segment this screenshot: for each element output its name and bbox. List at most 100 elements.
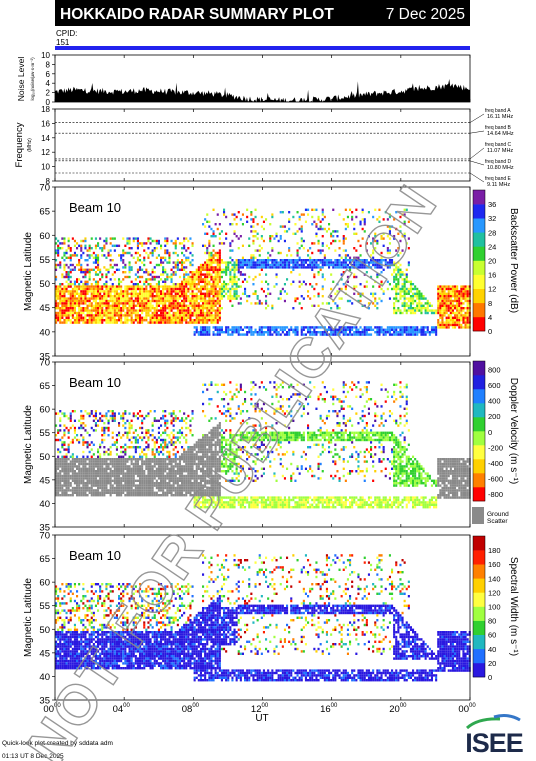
heatmap-cell <box>124 460 127 463</box>
heatmap-cell <box>197 302 200 305</box>
heatmap-cell <box>128 302 131 305</box>
heatmap-cell <box>307 266 310 269</box>
heatmap-cell <box>283 299 286 303</box>
heatmap-cell <box>143 472 146 475</box>
heatmap-cell <box>206 261 209 264</box>
heatmap-cell <box>141 472 144 475</box>
heatmap-cell <box>246 220 249 223</box>
heatmap-cell <box>94 316 97 319</box>
heatmap-cell <box>170 273 173 276</box>
heatmap-cell <box>160 460 163 463</box>
heatmap-cell <box>281 261 284 264</box>
heatmap-cell <box>147 314 150 317</box>
heatmap-cell <box>458 314 461 317</box>
heatmap-cell <box>65 321 68 324</box>
heatmap-cell <box>155 283 158 286</box>
heatmap-cell <box>370 333 373 336</box>
heatmap-cell <box>153 239 156 243</box>
heatmap-cell <box>88 249 91 252</box>
heatmap-cell <box>296 297 299 300</box>
heatmap-cell <box>176 417 179 420</box>
heatmap-cell <box>113 491 116 494</box>
heatmap-cell <box>71 455 74 458</box>
heatmap-cell <box>214 273 217 276</box>
heatmap-cell <box>181 419 184 422</box>
heatmap-cell <box>105 283 108 286</box>
heatmap-cell <box>90 448 93 451</box>
heatmap-cell <box>405 302 408 305</box>
heatmap-cell <box>374 261 377 264</box>
heatmap-cell <box>153 458 156 461</box>
heatmap-cell <box>170 316 173 319</box>
heatmap-cell <box>141 422 144 425</box>
heatmap-cell <box>160 278 163 281</box>
heatmap-cell <box>206 311 209 315</box>
heatmap-cell <box>132 474 135 478</box>
heatmap-cell <box>227 297 230 300</box>
heatmap-cell <box>130 482 133 485</box>
heatmap-cell <box>210 285 213 288</box>
heatmap-cell <box>136 287 139 291</box>
heatmap-cell <box>109 446 112 449</box>
heatmap-cell <box>405 280 408 283</box>
heatmap-cell <box>94 470 97 473</box>
heatmap-cell <box>134 458 137 461</box>
heatmap-cell <box>426 331 429 334</box>
heatmap-cell <box>191 271 194 274</box>
heatmap-cell <box>132 295 135 298</box>
heatmap-cell <box>162 256 165 259</box>
heatmap-cell <box>168 474 171 478</box>
heatmap-cell <box>466 290 469 293</box>
heatmap-cell <box>386 266 389 269</box>
heatmap-cell <box>304 259 307 262</box>
heatmap-cell <box>172 482 175 485</box>
heatmap-cell <box>388 213 391 216</box>
heatmap-cell <box>313 328 316 331</box>
heatmap-cell <box>155 441 158 444</box>
heatmap-cell <box>456 307 459 310</box>
heatmap-cell <box>168 304 171 307</box>
heatmap-cell <box>124 426 127 430</box>
heatmap-cell <box>124 465 127 468</box>
heatmap-cell <box>376 266 379 269</box>
heatmap-cell <box>185 256 188 259</box>
heatmap-cell <box>145 455 148 458</box>
heatmap-cell <box>334 249 337 252</box>
heatmap-cell <box>403 326 406 329</box>
heatmap-cell <box>279 237 282 240</box>
heatmap-cell <box>82 283 85 286</box>
heatmap-cell <box>405 278 408 281</box>
heatmap-cell <box>399 251 402 255</box>
heatmap-cell <box>191 319 194 322</box>
heatmap-cell <box>233 331 236 334</box>
heatmap-cell <box>80 302 83 305</box>
heatmap-cell <box>176 321 179 324</box>
heatmap-cell <box>151 319 154 322</box>
heatmap-cell <box>118 455 121 458</box>
heatmap-cell <box>145 486 148 490</box>
heatmap-cell <box>55 477 58 480</box>
heatmap-cell <box>225 292 228 295</box>
heatmap-cell <box>73 479 76 482</box>
heatmap-cell <box>183 477 186 480</box>
heatmap-cell <box>332 328 335 331</box>
heatmap-cell <box>456 299 459 303</box>
heatmap-cell <box>346 254 349 257</box>
heatmap-cell <box>233 326 236 329</box>
heatmap-cell <box>273 328 276 331</box>
heatmap-cell <box>176 283 179 286</box>
heatmap-cell <box>111 259 114 262</box>
heatmap-cell <box>460 323 463 327</box>
heatmap-cell <box>130 247 133 250</box>
heatmap-cell <box>164 441 167 444</box>
heatmap-cell <box>65 314 68 317</box>
heatmap-cell <box>460 295 463 298</box>
heatmap-cell <box>143 299 146 303</box>
heatmap-cell <box>65 453 68 456</box>
heatmap-cell <box>199 321 202 324</box>
heatmap-cell <box>111 307 114 310</box>
heatmap-cell <box>288 247 291 250</box>
heatmap-cell <box>210 311 213 315</box>
heatmap-cell <box>136 446 139 449</box>
heatmap-cell <box>178 242 181 245</box>
